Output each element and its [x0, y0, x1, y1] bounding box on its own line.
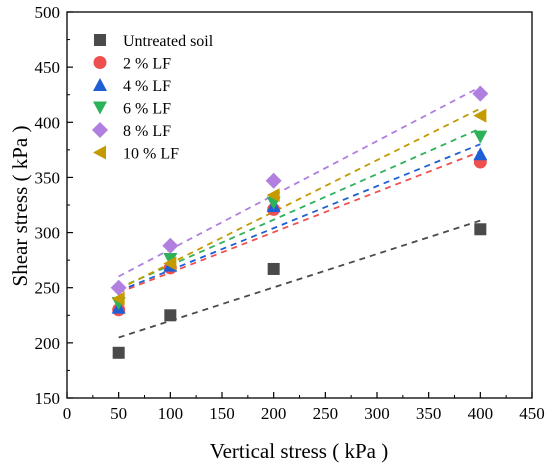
x-axis-ticks: 0 50 100 150 200 250 300 350 400 450	[63, 392, 545, 423]
y-tick-label: 400	[35, 113, 61, 132]
y-tick-label: 350	[35, 168, 61, 187]
data-point-s5-p2	[266, 188, 280, 203]
x-tick-label: 200	[261, 404, 287, 423]
data-point-s0-p1	[164, 309, 177, 322]
legend-label-0: Untreated soil	[123, 33, 214, 50]
data-point-s4-p1	[162, 237, 179, 254]
x-tick-label: 400	[468, 404, 494, 423]
x-tick-label: 450	[519, 404, 545, 423]
y-tick-label: 300	[35, 224, 61, 243]
x-tick-label: 250	[313, 404, 339, 423]
y-axis-label: Shear stress ( kPa )	[8, 126, 32, 287]
x-tick-label: 150	[209, 404, 235, 423]
legend-marker-1	[93, 56, 107, 69]
data-point-s0-p3	[474, 223, 487, 236]
data-point-s4-p3	[472, 85, 489, 102]
data-point-s0-p2	[267, 262, 280, 275]
trendline-0	[118, 219, 481, 339]
y-tick-label: 450	[35, 58, 61, 77]
legend-marker-4	[92, 122, 108, 138]
x-tick-label: 100	[158, 404, 184, 423]
y-tick-label: 500	[35, 3, 61, 22]
trendline-1	[118, 150, 481, 294]
legend-marker-3	[93, 101, 107, 115]
x-tick-label: 0	[63, 404, 72, 423]
y-tick-label: 200	[35, 334, 61, 353]
legend-label-4: 8 % LF	[123, 123, 171, 140]
y-axis-ticks: 150 200 250 300 350 400 450 500	[35, 3, 73, 408]
legend-marker-2	[93, 78, 107, 91]
data-point-s3-p3	[473, 130, 488, 144]
legend: Untreated soil 2 % LF 4 % LF 6 % LF 8 % LF 10…	[92, 33, 214, 163]
data-point-s5-p0	[111, 291, 125, 306]
data-points	[110, 85, 489, 359]
data-point-s4-p2	[265, 172, 282, 189]
legend-label-3: 6 % LF	[123, 101, 171, 118]
trendlines	[118, 86, 481, 339]
x-tick-label: 300	[364, 404, 390, 423]
legend-label-5: 10 % LF	[123, 146, 179, 163]
y-tick-label: 150	[35, 389, 61, 408]
trendline-4	[118, 86, 481, 278]
data-point-s2-p3	[473, 147, 488, 161]
x-tick-label: 350	[416, 404, 442, 423]
data-point-s3-p1	[163, 253, 178, 267]
x-axis-label: Vertical stress ( kPa )	[210, 439, 388, 463]
data-point-s4-p0	[110, 279, 127, 296]
legend-label-1: 2 % LF	[123, 56, 171, 73]
data-point-s5-p1	[163, 256, 177, 271]
data-point-s5-p3	[473, 108, 487, 123]
trendline-5	[118, 107, 481, 291]
legend-marker-5	[93, 145, 106, 160]
y-tick-label: 250	[35, 279, 61, 298]
data-point-s0-p0	[112, 346, 125, 359]
legend-label-2: 4 % LF	[123, 78, 171, 95]
x-tick-label: 50	[110, 404, 127, 423]
legend-marker-0	[94, 34, 106, 46]
